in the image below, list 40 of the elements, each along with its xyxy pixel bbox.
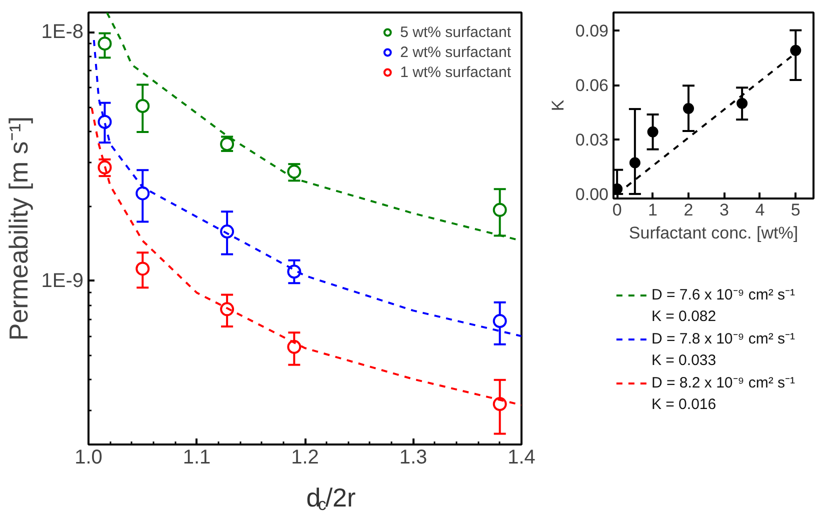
- x-tick-label: 5: [790, 200, 800, 220]
- legend-label: D = 8.2 x 10⁻⁹ cm² s⁻¹ K = 0.016: [651, 374, 796, 413]
- point: [136, 262, 150, 276]
- x-tick-label: 0: [612, 200, 622, 220]
- point: [492, 314, 507, 328]
- y-tick-label: 0.06: [575, 76, 609, 96]
- point: [629, 157, 640, 168]
- x-tick-label: 1: [648, 200, 658, 220]
- legend-label: 1 wt% surfactant: [400, 64, 511, 80]
- point: [136, 186, 150, 200]
- point: [736, 98, 748, 109]
- y-axis-title: K: [548, 99, 568, 112]
- x-tick-label: 1.1: [182, 446, 211, 468]
- x-axis-title: Surfactant conc. [wt%]: [628, 224, 798, 242]
- x-tick-label: 4: [755, 200, 765, 220]
- x-tick-label: 1.0: [74, 446, 102, 468]
- x-tick-label: 1.2: [291, 446, 319, 468]
- point: [683, 103, 694, 114]
- y-tick-label: 1E-9: [41, 270, 84, 292]
- x-tick-label: 1.4: [508, 446, 536, 468]
- y-tick-label: 1E-8: [41, 21, 84, 44]
- point: [287, 340, 302, 354]
- point: [790, 44, 802, 56]
- y-tick-label: 0.09: [575, 22, 609, 41]
- y-tick-label: 0.00: [575, 184, 609, 204]
- point: [136, 99, 150, 113]
- point: [492, 202, 507, 217]
- y-axis-title: Permeability [m s⁻¹]: [3, 116, 34, 341]
- legend-label: 2 wt% surfactant: [400, 44, 511, 60]
- legend-label: 5 wt% surfactant: [400, 24, 511, 40]
- point: [647, 126, 658, 138]
- x-tick-label: 2: [684, 200, 694, 220]
- x-tick-label: 3: [719, 200, 729, 220]
- legend-label: D = 7.6 x 10⁻⁹ cm² s⁻¹ K = 0.082: [651, 286, 796, 325]
- point: [287, 264, 302, 279]
- x-tick-label: 1.3: [399, 446, 428, 468]
- y-tick-label: 0.03: [575, 130, 609, 150]
- legend-label: D = 7.8 x 10⁻⁹ cm² s⁻¹ K = 0.033: [651, 330, 796, 369]
- point: [287, 164, 302, 179]
- point: [98, 36, 112, 51]
